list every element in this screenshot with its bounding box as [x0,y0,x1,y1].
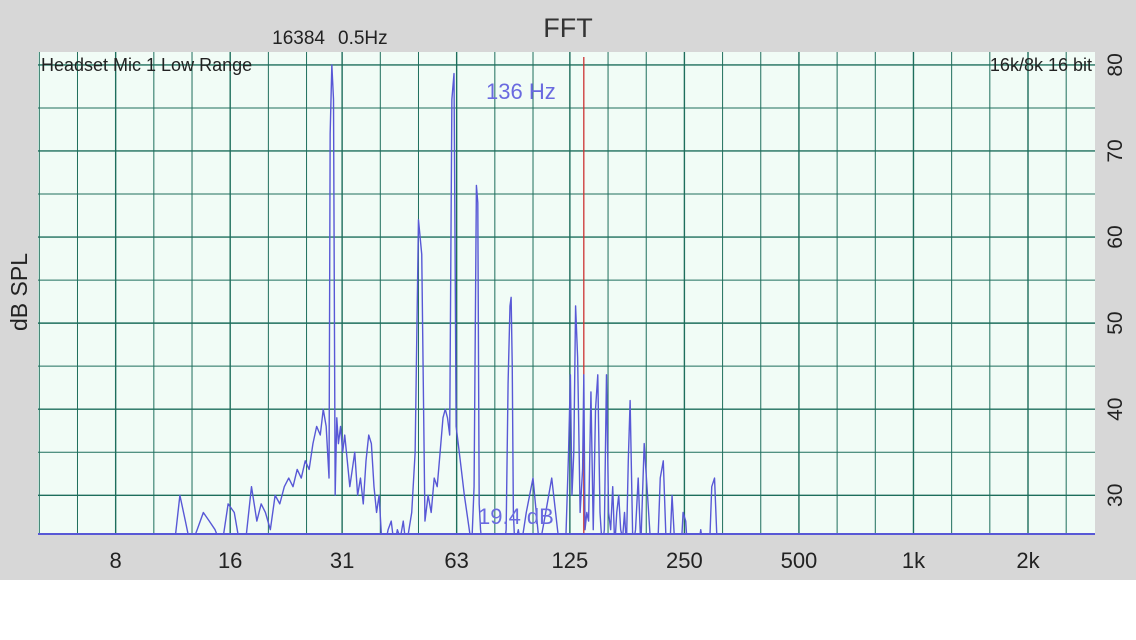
cursor-level-readout: 19.4 dB [478,504,554,529]
spectrum-trace [174,64,718,534]
x-tick-label: 1k [902,548,926,573]
x-axis-ticks: 8 16 31 63 125 250 500 1k 2k [110,548,1041,573]
fft-chart: FFT 16384 0.5Hz Headset Mic 1 Low Range … [6,13,1127,573]
x-tick-label: 250 [666,548,703,573]
input-source-label[interactable]: Headset Mic 1 Low Range [41,55,252,75]
format-label[interactable]: 16k/8k 16 bit [990,55,1092,75]
x-tick-label: 63 [444,548,468,573]
x-tick-label: 31 [330,548,354,573]
y-axis-ticks: 30 40 50 60 70 80 [1104,53,1127,507]
x-tick-label: 500 [781,548,818,573]
y-tick-label: 60 [1104,225,1127,248]
y-tick-label: 80 [1104,53,1127,76]
x-tick-label: 2k [1016,548,1040,573]
grid-lines [38,52,1095,534]
plot-area[interactable] [38,52,1095,534]
resolution-label: 0.5Hz [338,28,388,49]
fft-window: FFT 16384 0.5Hz Headset Mic 1 Low Range … [0,0,1136,580]
y-tick-label: 30 [1104,484,1127,507]
x-tick-label: 16 [218,548,242,573]
y-tick-label: 40 [1104,398,1127,421]
chart-title: FFT [543,13,592,43]
y-tick-label: 70 [1104,139,1127,162]
y-tick-label: 50 [1104,311,1127,334]
x-tick-label: 125 [552,548,589,573]
fft-size-label: 16384 [272,28,325,49]
y-axis-title: dB SPL [6,253,32,331]
cursor-frequency-readout: 136 Hz [486,79,556,104]
x-tick-label: 8 [110,548,122,573]
